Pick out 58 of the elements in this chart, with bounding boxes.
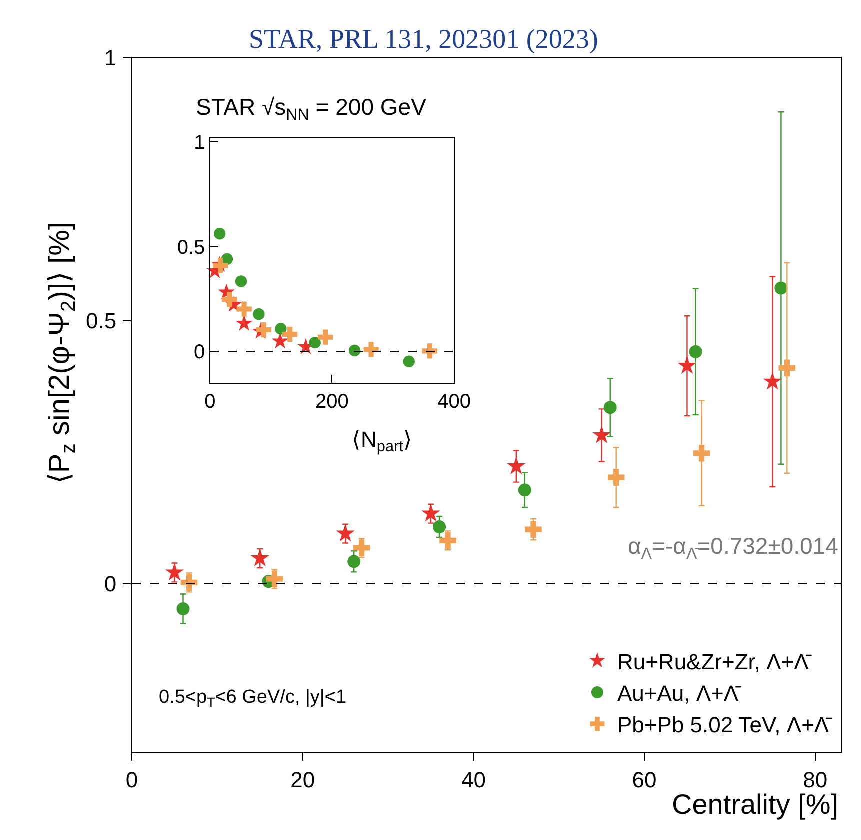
annotation: STAR √s$_{NN}$ = 200 GeV: [196, 94, 428, 124]
point: [433, 520, 446, 534]
point: [348, 555, 361, 568]
point: [348, 344, 361, 357]
point: [214, 228, 226, 240]
point: [608, 469, 625, 486]
point: [236, 302, 252, 317]
point: [592, 426, 612, 444]
annotation: 0.5<p$_{T}$<6 GeV/c, |y|<1: [159, 687, 347, 710]
point: [518, 484, 532, 497]
point: [525, 521, 542, 538]
point: [693, 444, 710, 462]
y-tick-label: 0.5: [177, 236, 206, 259]
legend-label: Pb+Pb 5.02 TeV, Λ+Λ̄: [617, 712, 832, 738]
x-tick-label: 400: [438, 391, 471, 413]
point: [336, 524, 355, 542]
point: [422, 504, 440, 522]
point: [689, 345, 702, 358]
point: [222, 292, 238, 308]
point: [250, 548, 270, 566]
point: [353, 540, 370, 556]
point: [256, 322, 272, 338]
point: [235, 276, 248, 288]
point: [403, 356, 415, 368]
point: [318, 330, 334, 345]
point: [236, 314, 253, 331]
x-axis-title: ⟨N$_{part}$⟩: [352, 427, 412, 456]
y-tick-label: 1: [194, 132, 206, 154]
point: [763, 372, 782, 390]
point: [422, 344, 438, 359]
x-tick-label: 60: [632, 767, 657, 792]
point: [176, 602, 190, 616]
point: [364, 342, 379, 358]
y-tick-label: 0: [104, 571, 117, 596]
point: [440, 532, 456, 550]
legend-label: Au+Au, Λ+Λ̄: [617, 681, 742, 706]
point: [774, 282, 788, 295]
point: [678, 356, 697, 374]
annotation: α$_{Λ}$=-α$_{Λ̄}$=0.732±0.014: [628, 533, 839, 563]
point: [282, 326, 298, 342]
x-tick-label: 0: [126, 767, 138, 792]
point: [266, 570, 284, 588]
y-tick-label: 1: [104, 46, 117, 71]
point: [604, 401, 617, 414]
point: [165, 562, 184, 581]
point: [309, 336, 321, 349]
y-tick-label: 0.5: [86, 308, 117, 334]
x-tick-label: 20: [290, 767, 316, 792]
point: [275, 323, 287, 335]
point: [778, 360, 796, 377]
point: [272, 332, 289, 349]
chart-title: STAR, PRL 131, 202301 (2023): [249, 24, 598, 54]
legend-label: Ru+Ru&Zr+Zr, Λ+Λ̄: [617, 649, 812, 674]
x-tick-label: 200: [316, 391, 349, 413]
point: [507, 456, 526, 474]
point: [253, 308, 265, 320]
y-tick-label: 0: [194, 342, 206, 364]
x-tick-label: 40: [461, 767, 486, 792]
